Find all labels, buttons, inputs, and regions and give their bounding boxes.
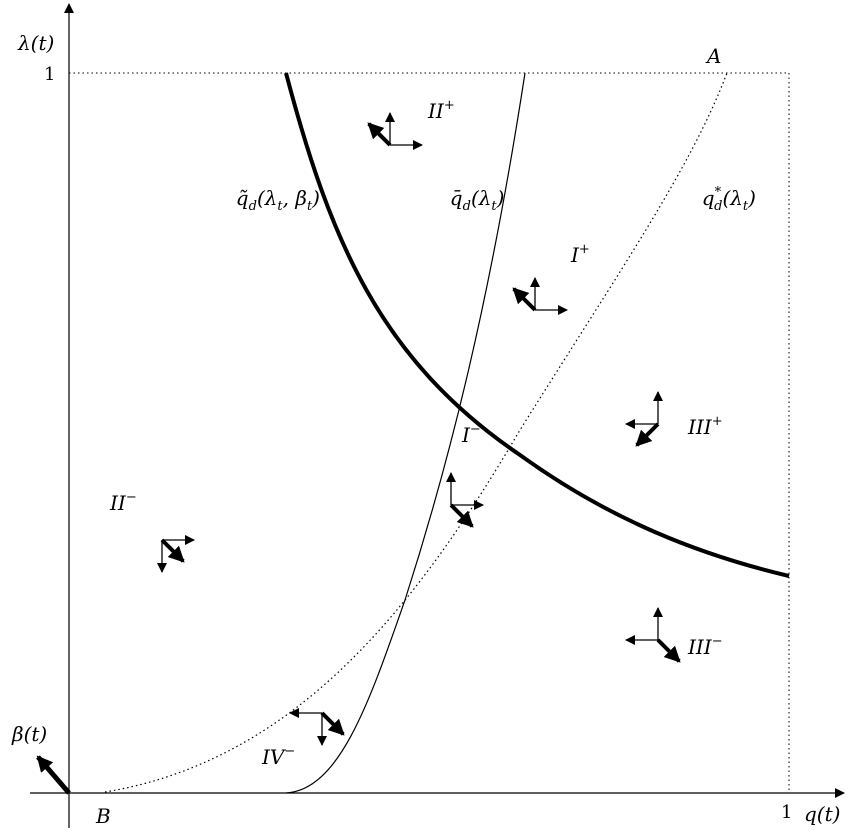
- bar-qd-label: q̄d(λt): [418, 186, 524, 214]
- glyph-II-plus: [367, 112, 423, 150]
- region-II-plus: II+: [427, 98, 455, 123]
- region-I-minus: I−: [461, 422, 481, 447]
- direction-glyphs: [157, 112, 681, 746]
- y-tick-1: 1: [44, 64, 55, 85]
- point-b-label: B: [95, 804, 111, 828]
- curve-qd-star: [104, 72, 728, 793]
- glyph-I-plus: [512, 277, 568, 315]
- glyph-I-minus: [446, 472, 484, 528]
- resultant-arrow: [160, 538, 185, 563]
- y-axis-label: λ(t): [17, 31, 54, 55]
- region-I-plus: I+: [570, 242, 590, 267]
- x-axis-label: q(t): [804, 802, 840, 826]
- curve-bar-qd: [285, 72, 526, 794]
- resultant-arrow: [512, 287, 537, 312]
- region-IV-minus: IV−: [261, 744, 295, 769]
- glyph-III-minus: [625, 607, 681, 663]
- tilde-qd-label: q̃d(λt, βt): [204, 186, 339, 214]
- resultant-arrow: [656, 638, 681, 663]
- point-a-label: A: [705, 44, 721, 68]
- resultant-arrow: [320, 711, 345, 736]
- resultant-arrow: [635, 422, 660, 447]
- region-III-plus: III+: [687, 414, 723, 439]
- glyph-II-minus: [157, 535, 195, 573]
- qd-star-label: q* d(λt): [670, 185, 775, 214]
- resultant-arrow: [449, 503, 474, 528]
- glyph-IV-minus: [289, 708, 345, 746]
- beta-label: β(t): [11, 722, 47, 746]
- region-III-minus: III−: [687, 634, 723, 659]
- beta-arrow: [36, 755, 71, 795]
- glyph-III-plus: [625, 391, 663, 447]
- resultant-arrow: [367, 122, 392, 147]
- curve-tilde-qd: [284, 72, 790, 578]
- region-II-minus: II−: [109, 490, 137, 515]
- x-tick-1: 1: [781, 802, 792, 823]
